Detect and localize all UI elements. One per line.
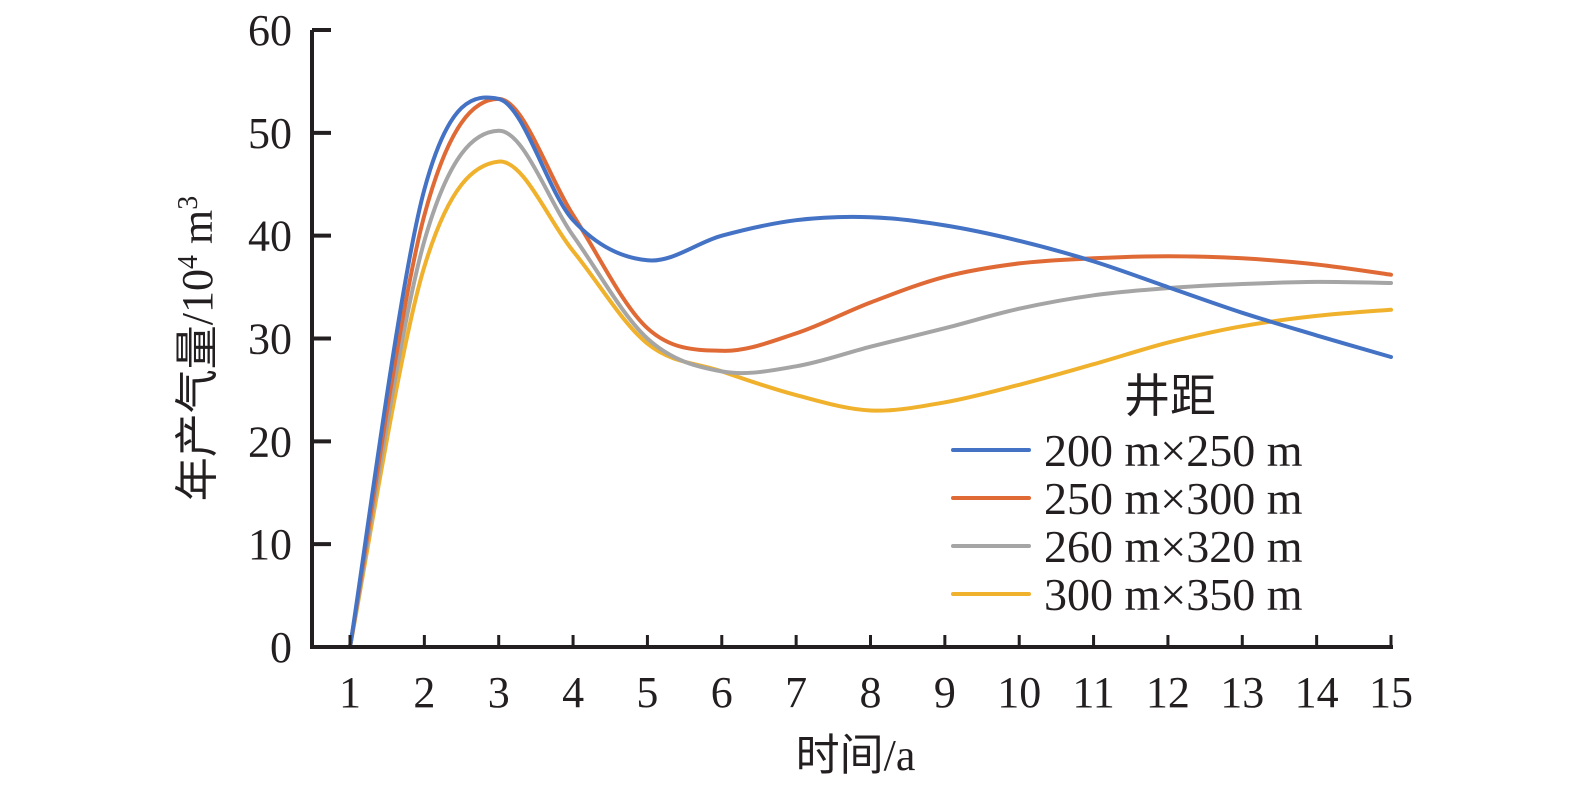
y-axis-title: 年产气量/104 m3 bbox=[173, 196, 223, 501]
legend-label: 200 m×250 m bbox=[1044, 425, 1303, 476]
series-line-300-350 bbox=[348, 159, 1393, 649]
y-tick-label: 0 bbox=[270, 623, 292, 672]
x-tick-label: 8 bbox=[860, 668, 882, 717]
legend-title: 井距 bbox=[1124, 371, 1216, 422]
x-ticks: 1 2 3 4 5 6 7 8 9 10 11 12 13 14 15 bbox=[339, 635, 1413, 717]
x-tick-label: 9 bbox=[934, 668, 956, 717]
y-ticks: 0 10 20 30 40 50 60 bbox=[248, 6, 331, 672]
x-tick-label: 15 bbox=[1369, 668, 1413, 717]
legend-label: 250 m×300 m bbox=[1044, 473, 1303, 524]
series-line-260-320 bbox=[348, 128, 1393, 649]
x-tick-label: 5 bbox=[636, 668, 658, 717]
y-tick-label: 30 bbox=[248, 315, 292, 364]
x-tick-label: 3 bbox=[488, 668, 510, 717]
x-tick-label: 6 bbox=[711, 668, 733, 717]
x-axis-title: 时间/a bbox=[796, 731, 916, 780]
x-tick-label: 7 bbox=[785, 668, 807, 717]
legend-label: 300 m×350 m bbox=[1044, 569, 1303, 620]
x-tick-label: 10 bbox=[997, 668, 1041, 717]
series-line-250-300 bbox=[348, 96, 1393, 649]
y-tick-label: 20 bbox=[248, 417, 292, 466]
x-tick-label: 11 bbox=[1072, 668, 1114, 717]
y-tick-label: 50 bbox=[248, 109, 292, 158]
x-tick-label: 12 bbox=[1146, 668, 1190, 717]
x-tick-label: 1 bbox=[339, 668, 361, 717]
x-tick-label: 14 bbox=[1295, 668, 1339, 717]
legend-label: 260 m×320 m bbox=[1044, 521, 1303, 572]
y-axis-title-unit: m bbox=[173, 210, 222, 255]
x-tick-label: 13 bbox=[1220, 668, 1264, 717]
y-axis-title-main: 年产气量/10 bbox=[173, 269, 222, 501]
y-tick-label: 10 bbox=[248, 520, 292, 569]
y-tick-label: 40 bbox=[248, 212, 292, 261]
y-axis-title-sup-cube: 3 bbox=[173, 196, 204, 210]
y-tick-label: 60 bbox=[248, 6, 292, 55]
y-axis-title-sup-exponent: 4 bbox=[173, 255, 204, 269]
x-tick-label: 4 bbox=[562, 668, 584, 717]
series-line-200-250 bbox=[348, 95, 1393, 649]
series-layer bbox=[348, 95, 1393, 649]
x-tick-label: 2 bbox=[413, 668, 435, 717]
